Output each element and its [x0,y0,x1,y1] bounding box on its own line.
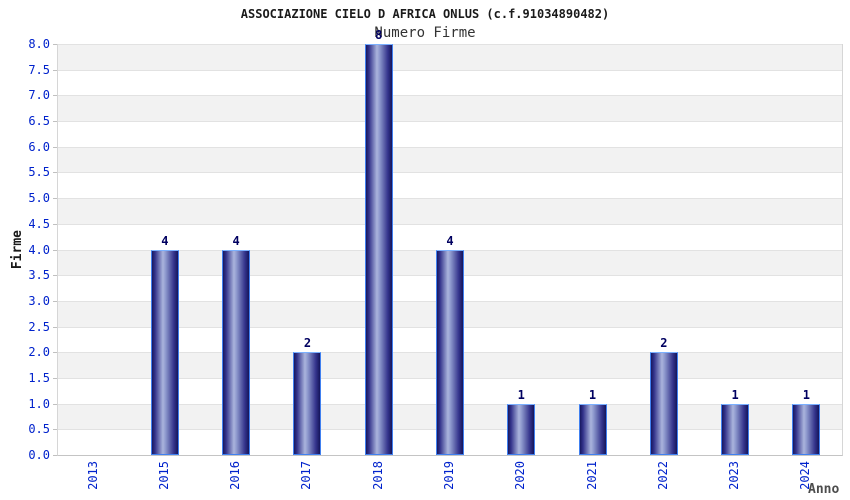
bar-value-label: 1 [517,387,525,402]
bar [293,352,322,455]
y-tick-mark [53,403,57,405]
y-tick-label: 6.5 [28,114,50,129]
x-tick-label: 2022 [655,461,670,490]
y-tick-label: 2.5 [28,319,50,334]
y-tick-mark [53,275,57,277]
grid-band [58,69,842,96]
y-tick-label: 3.5 [28,268,50,283]
x-tick-label: 2015 [156,461,171,490]
x-tick-label: 2019 [442,461,456,490]
x-tick-label: 2016 [228,461,243,490]
bar-value-label: 1 [588,387,597,402]
bar [721,403,750,455]
x-axis-label: Anno [808,482,840,497]
y-tick-label: 7.5 [28,62,50,77]
bar-value-label: 2 [303,336,312,351]
plot-area: 4 4 2 8 4 1 1 2 1 1 [57,29,843,456]
y-tick-label: 2.0 [28,345,50,360]
y-tick-mark [53,455,57,456]
y-tick-mark [53,69,57,71]
bar [150,249,179,455]
bar [792,403,821,455]
y-tick-label: 3.0 [28,293,50,308]
y-tick-label: 5.0 [28,191,50,206]
grid-band [58,172,842,199]
y-tick-label: 4.0 [28,242,50,257]
y-tick-mark [53,223,57,225]
bar-value-label: 1 [802,387,810,402]
bar [578,403,607,455]
x-tick-label: 2020 [513,461,528,490]
chart-title: ASSOCIAZIONE CIELO D AFRICA ONLUS (c.f.9… [240,7,610,21]
x-tick-label: 2018 [370,461,385,490]
y-tick-mark [53,95,57,97]
y-tick-mark [53,377,57,379]
y-tick-label: 4.5 [28,216,50,231]
y-tick-label: 0.0 [28,448,50,462]
bar [507,403,536,455]
grid-band [58,44,842,70]
grid-band [58,95,842,122]
grid-band [58,121,842,147]
y-tick-label: 0.5 [28,422,50,437]
y-tick-mark [53,44,57,45]
x-tick-label: 2021 [584,461,599,490]
x-tick-label: 2017 [299,461,314,490]
grid-band [58,146,842,173]
grid-band [58,223,842,250]
bar [364,44,393,455]
bar-value-label: 2 [660,336,668,351]
y-tick-mark [53,198,57,200]
bar-value-label: 1 [731,387,739,402]
bar [222,249,251,455]
y-tick-label: 5.5 [28,165,50,180]
bar-value-label: 8 [375,28,383,42]
y-tick-mark [53,172,57,174]
bar-value-label: 4 [161,233,169,248]
bar [436,249,464,455]
y-tick-label: 1.0 [28,396,50,411]
x-tick-label: 2023 [727,461,742,490]
y-tick-mark [53,146,57,148]
y-tick-mark [53,352,57,354]
y-tick-mark [53,300,57,302]
y-tick-mark [53,326,57,328]
y-tick-mark [53,249,57,251]
chart-subtitle: Numero Firme [374,25,476,41]
bar-value-label: 4 [232,233,240,248]
y-tick-label: 6.0 [28,139,50,154]
bar [649,352,678,455]
y-tick-label: 8.0 [28,37,50,51]
y-tick-mark [53,121,57,123]
grid-band [58,198,842,224]
y-tick-mark [53,429,57,431]
y-tick-label: 1.5 [28,370,50,385]
x-tick-label: 2013 [85,461,100,490]
y-tick-label: 7.0 [28,88,50,103]
bar-value-label: 4 [446,233,454,248]
x-tick-label: 2024 [798,461,813,490]
